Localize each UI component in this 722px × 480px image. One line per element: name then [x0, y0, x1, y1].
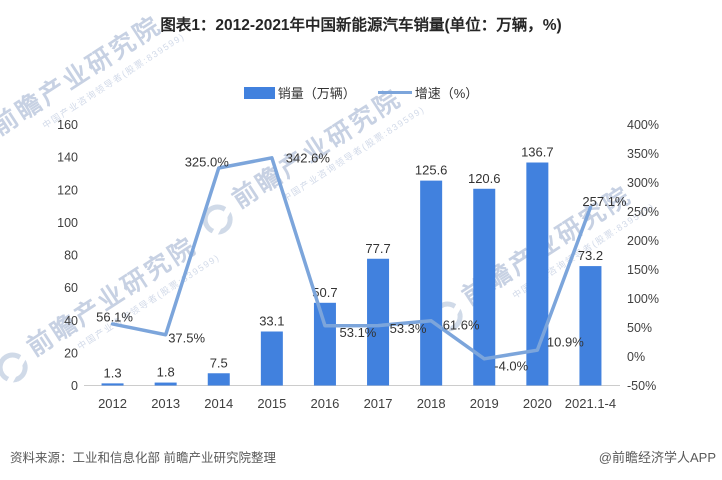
bar-2020	[526, 162, 549, 386]
x-axis-category: 2017	[364, 396, 393, 411]
left-axis-tick: 20	[64, 346, 78, 360]
legend-label: 销量（万辆）	[277, 86, 356, 101]
bar-value-label: 120.6	[468, 171, 501, 186]
x-axis-category: 2012	[98, 396, 127, 411]
credit-note: @前瞻经济学人APP	[598, 450, 716, 465]
bar-2013	[154, 382, 177, 386]
left-axis-tick: 80	[64, 249, 78, 263]
bar-value-label: 1.3	[104, 365, 122, 380]
source-note: 资料来源：工业和信息化部 前瞻产业研究院整理	[10, 451, 276, 465]
line-value-label: -4.0%	[494, 358, 528, 373]
right-axis-tick: 400%	[627, 118, 659, 132]
bar-value-label: 136.7	[521, 145, 554, 160]
bar-2015	[260, 331, 283, 386]
right-axis-tick: 300%	[627, 176, 659, 190]
bar-2014	[207, 373, 230, 386]
x-axis-category: 2021.1-4	[565, 396, 616, 411]
left-axis-tick: 120	[57, 183, 78, 197]
left-axis-tick: 140	[57, 151, 78, 165]
bar-series	[101, 162, 602, 386]
bar-value-labels: 1.3 1.8 7.5 33.1 50.7 77.7 125.6 120.6 136.7 73.2	[104, 145, 604, 381]
bar-2019	[473, 188, 496, 386]
left-axis-tick: 160	[57, 118, 78, 132]
line-value-label: 37.5%	[168, 330, 205, 345]
bar-2012	[101, 383, 124, 386]
line-value-label: 342.6%	[286, 150, 331, 165]
bar-2021.1-4	[579, 266, 602, 386]
right-axis-tick: 200%	[627, 234, 659, 248]
chart-legend: 销量（万辆） 增速（%）	[0, 83, 722, 102]
right-axis-tick: 50%	[627, 321, 652, 335]
legend-item-sales: 销量（万辆）	[243, 83, 356, 102]
x-axis-category: 2020	[523, 396, 552, 411]
legend-item-growth: 增速（%）	[377, 83, 479, 102]
axis-labels: 0 20 40 60 80 100 120 140 160 -50% 0% 50% 100% 150% 20…	[57, 118, 659, 411]
left-axis-tick: 60	[64, 281, 78, 295]
right-axis-tick: 250%	[627, 205, 659, 219]
line-value-labels: 56.1% 37.5% 325.0% 342.6% 53.1% 53.3% 61.6% -4.…	[96, 150, 627, 373]
left-axis-tick: 40	[64, 314, 78, 328]
bar-series-swatch	[243, 86, 275, 99]
line-value-label: 56.1%	[96, 309, 133, 324]
line-value-label: 61.6%	[443, 317, 480, 332]
right-axis-tick: 350%	[627, 147, 659, 161]
line-value-label: 53.3%	[390, 321, 427, 336]
bar-value-label: 33.1	[259, 314, 284, 329]
x-axis-category: 2015	[257, 396, 286, 411]
line-value-label: 53.1%	[340, 325, 377, 340]
line-series	[110, 156, 593, 361]
x-axis-category: 2014	[204, 396, 233, 411]
bar-value-label: 73.2	[578, 248, 603, 263]
right-axis-tick: -50%	[627, 379, 656, 393]
growth-line	[110, 156, 593, 361]
line-value-label: 257.1%	[582, 194, 627, 209]
bar-value-label: 7.5	[210, 355, 228, 370]
left-axis-tick: 100	[57, 216, 78, 230]
x-axis-category: 2019	[470, 396, 499, 411]
bar-2016	[313, 302, 336, 386]
x-axis-category: 2018	[417, 396, 446, 411]
bar-value-label: 77.7	[365, 241, 390, 256]
bar-value-label: 1.8	[157, 365, 175, 380]
left-axis-tick: 0	[71, 379, 78, 393]
right-axis-tick: 150%	[627, 263, 659, 277]
line-value-label: 10.9%	[547, 335, 584, 350]
legend-label: 增速（%）	[414, 86, 479, 101]
bar-value-label: 50.7	[312, 285, 337, 300]
x-axis-category: 2016	[310, 396, 339, 411]
chart-title: 图表1：2012-2021年中国新能源汽车销量(单位：万辆，%)	[160, 17, 562, 34]
x-axis-category: 2013	[151, 396, 180, 411]
right-axis-tick: 100%	[627, 292, 659, 306]
line-series-swatch	[377, 91, 412, 94]
bar-2018	[420, 180, 443, 386]
bar-2017	[367, 258, 390, 386]
line-value-label: 325.0%	[185, 155, 230, 170]
bar-value-label: 125.6	[415, 163, 448, 178]
right-axis-tick: 0%	[627, 350, 645, 364]
